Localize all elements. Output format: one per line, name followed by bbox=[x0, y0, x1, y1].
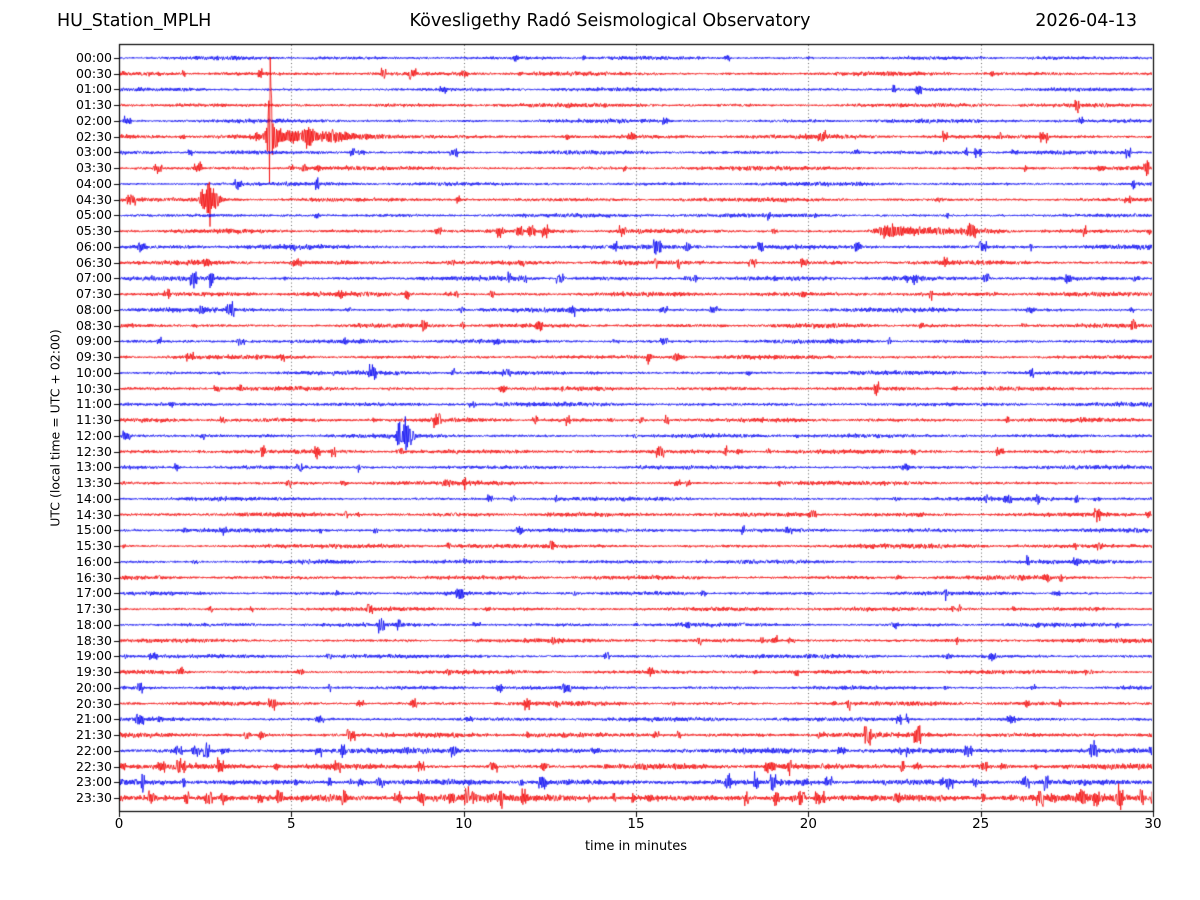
y-tick-label: 21:00 bbox=[75, 711, 112, 727]
y-tick-label: 05:30 bbox=[75, 222, 112, 238]
y-tick-label: 09:30 bbox=[75, 348, 112, 364]
y-tick-label: 16:00 bbox=[75, 553, 112, 569]
y-tick-label: 23:00 bbox=[75, 774, 112, 789]
y-tick-label: 19:00 bbox=[75, 648, 112, 664]
y-tick-label: 09:00 bbox=[75, 333, 112, 349]
y-tick-label: 04:30 bbox=[75, 191, 112, 207]
y-tick-label: 20:00 bbox=[75, 679, 112, 695]
y-tick-label: 02:00 bbox=[75, 112, 112, 128]
y-tick-label: 01:00 bbox=[75, 81, 112, 97]
x-tick-label: 10 bbox=[455, 816, 473, 832]
y-tick-label: 16:30 bbox=[75, 569, 112, 585]
y-tick-label: 12:30 bbox=[75, 443, 112, 459]
y-tick-label: 17:30 bbox=[75, 600, 112, 616]
x-tick-label: 25 bbox=[972, 816, 990, 832]
y-tick-label: 11:00 bbox=[75, 396, 112, 412]
date-title: 2026-04-13 bbox=[1035, 11, 1137, 31]
y-tick-label: 10:00 bbox=[75, 364, 112, 380]
y-tick-label: 11:30 bbox=[75, 411, 112, 427]
y-tick-label: 06:00 bbox=[75, 238, 112, 254]
y-tick-label: 14:00 bbox=[75, 490, 112, 506]
x-tick-label: 30 bbox=[1144, 816, 1162, 832]
y-tick-label: 23:30 bbox=[75, 789, 112, 805]
y-tick-label: 13:00 bbox=[75, 459, 112, 475]
y-tick-label: 07:30 bbox=[75, 285, 112, 301]
y-tick-label: 06:30 bbox=[75, 254, 112, 270]
y-tick-label: 05:00 bbox=[75, 207, 112, 223]
y-tick-label: 17:00 bbox=[75, 585, 112, 601]
x-tick-label: 20 bbox=[799, 816, 817, 832]
y-tick-label: 22:00 bbox=[75, 742, 112, 758]
y-tick-label: 02:30 bbox=[75, 128, 112, 144]
y-tick-label: 21:30 bbox=[75, 726, 112, 742]
y-tick-label: 12:00 bbox=[75, 427, 112, 443]
y-tick-label: 07:00 bbox=[75, 270, 112, 286]
y-tick-label: 18:00 bbox=[75, 616, 112, 632]
x-tick-label: 5 bbox=[287, 816, 296, 832]
y-tick-label: 20:30 bbox=[75, 695, 112, 711]
y-tick-label: 08:00 bbox=[75, 301, 112, 317]
y-tick-label: 19:30 bbox=[75, 663, 112, 679]
y-tick-label: 00:00 bbox=[75, 49, 112, 65]
x-axis-label: time in minutes bbox=[584, 839, 688, 854]
y-tick-label: 03:00 bbox=[75, 144, 112, 160]
y-tick-label: 13:30 bbox=[75, 474, 112, 490]
y-tick-label: 10:30 bbox=[75, 380, 112, 396]
y-tick-label: 15:00 bbox=[75, 522, 112, 538]
y-tick-label: 08:30 bbox=[75, 317, 112, 333]
y-tick-label: 14:30 bbox=[75, 506, 112, 522]
y-tick-label: 15:30 bbox=[75, 537, 112, 553]
y-tick-label: 18:30 bbox=[75, 632, 112, 648]
y-axis-label: UTC (local time = UTC + 02:00) bbox=[47, 329, 63, 527]
y-tick-label: 00:30 bbox=[75, 65, 112, 81]
y-tick-label: 03:30 bbox=[75, 159, 112, 175]
y-tick-label: 22:30 bbox=[75, 758, 112, 774]
x-tick-label: 15 bbox=[627, 816, 645, 832]
y-tick-label: 01:30 bbox=[75, 96, 112, 112]
station-title: HU_Station_MPLH bbox=[57, 11, 212, 31]
observatory-title: Kövesligethy Radó Seismological Observat… bbox=[409, 11, 811, 31]
x-tick-label: 0 bbox=[114, 816, 124, 832]
y-tick-label: 04:00 bbox=[75, 175, 112, 191]
